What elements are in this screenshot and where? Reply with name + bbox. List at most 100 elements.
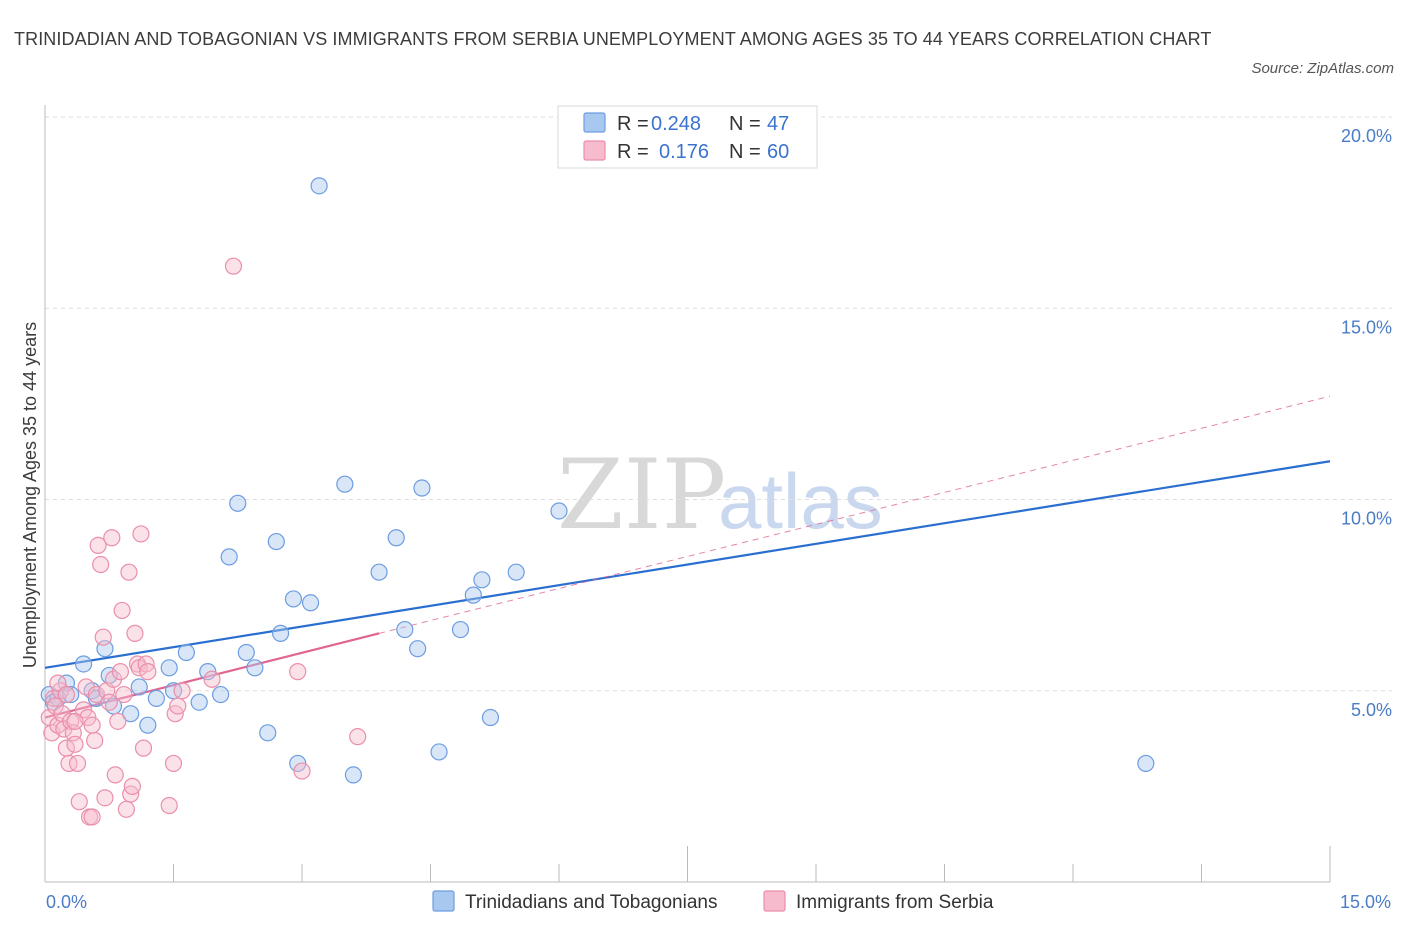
point-series2 [103, 529, 121, 547]
y-tick-label: 20.0% [1341, 126, 1392, 146]
point-series2 [123, 777, 141, 795]
point-series2 [57, 685, 76, 704]
legend-swatch-series1 [583, 112, 606, 133]
point-series2 [66, 735, 84, 753]
point-series2 [139, 663, 157, 681]
legend-swatch-series2 [583, 140, 606, 161]
point-series1 [473, 571, 491, 589]
legend-n-label-2: N = [729, 141, 761, 163]
point-series2 [160, 796, 178, 815]
point-series2 [83, 716, 101, 734]
trend-line-series1 [44, 460, 1331, 669]
chart-title: TRINIDADIAN AND TOBAGONIAN VS IMMIGRANTS… [14, 29, 1212, 49]
point-series2 [68, 754, 87, 773]
point-series2 [83, 808, 101, 826]
point-series1 [177, 643, 195, 662]
point-series1 [301, 594, 320, 612]
legend-r-value-1: 0.248 [651, 113, 701, 135]
y-tick-label: 15.0% [1341, 317, 1392, 337]
grid-lines [45, 116, 1392, 692]
source-label: Source: ZipAtlas.com [1251, 60, 1394, 77]
point-series1 [413, 479, 431, 497]
point-series1 [237, 643, 255, 662]
point-series2 [203, 670, 221, 688]
point-series1 [409, 640, 427, 658]
point-series1 [464, 586, 482, 604]
watermark-zip: ZIP [557, 439, 726, 551]
point-series2 [70, 793, 88, 811]
axes [44, 105, 1331, 883]
bottom-legend-label-series2: Immigrants from Serbia [796, 892, 994, 913]
point-series2 [169, 697, 187, 715]
point-series2 [349, 728, 367, 746]
y-tick-label: 10.0% [1341, 509, 1392, 529]
y-tick-label: 5.0% [1351, 700, 1392, 720]
legend-n-value-2: 60 [767, 141, 789, 163]
point-series2 [92, 555, 110, 574]
x-tick-label-max: 15.0% [1340, 892, 1391, 912]
point-series1 [1137, 754, 1155, 773]
point-series1 [336, 475, 354, 493]
bottom-legend-swatch-series1 [432, 890, 455, 912]
point-series2 [87, 685, 106, 704]
point-series2 [94, 628, 112, 646]
legend-r-label-1: R = [617, 113, 649, 135]
point-series1 [481, 708, 500, 727]
point-series2 [86, 731, 104, 750]
legend-r-value-2: 0.176 [659, 141, 709, 163]
point-series1 [396, 620, 414, 639]
trend-line-series2 [44, 632, 380, 719]
x-tick-label-min: 0.0% [46, 892, 87, 912]
point-series1 [550, 502, 568, 520]
point-series2 [293, 762, 311, 780]
point-series1 [430, 743, 448, 761]
y-tick-labels: 5.0% 10.0% 15.0% 20.0% [1341, 126, 1392, 720]
point-series2 [289, 663, 307, 681]
legend-n-label-1: N = [729, 113, 761, 135]
point-series1 [74, 655, 93, 673]
series-legend: Trinidadians and Tobagonians Immigrants … [432, 890, 994, 913]
point-series2 [109, 712, 127, 730]
point-series1 [344, 766, 362, 784]
point-series2 [111, 663, 129, 681]
point-series2 [100, 693, 118, 711]
point-series1 [370, 563, 388, 581]
point-series1 [212, 685, 230, 704]
point-series1 [122, 705, 140, 723]
watermark-atlas: atlas [718, 457, 883, 545]
point-series1 [387, 529, 405, 547]
point-series2 [164, 754, 183, 773]
point-series1 [147, 689, 165, 708]
point-series1 [259, 724, 277, 742]
point-series2 [126, 624, 144, 642]
point-series1 [246, 659, 264, 677]
stats-legend: R = 0.248 N = 47 R = 0.176 N = 60 [557, 105, 818, 169]
legend-r-label-2: R = [617, 141, 649, 163]
point-series1 [190, 693, 208, 711]
point-series2 [96, 789, 114, 807]
point-series1 [267, 532, 285, 551]
point-series2 [224, 257, 243, 275]
point-series1 [507, 563, 525, 581]
point-series2 [120, 563, 138, 581]
point-series2 [117, 800, 135, 818]
point-series2 [113, 601, 131, 620]
point-series1 [451, 620, 470, 639]
point-series1 [229, 494, 247, 512]
point-series1 [310, 177, 328, 195]
point-series2 [106, 766, 124, 784]
y-axis-label: Unemployment Among Ages 35 to 44 years [20, 322, 40, 668]
point-series1 [160, 659, 178, 677]
point-series2 [173, 682, 191, 700]
data-points [40, 177, 1155, 826]
point-series2 [115, 685, 133, 704]
trend-extension-series2 [378, 395, 1331, 634]
point-series1 [220, 548, 238, 566]
point-series2 [66, 712, 84, 730]
bottom-legend-label-series1: Trinidadians and Tobagonians [465, 892, 717, 913]
point-series1 [271, 624, 290, 642]
point-series1 [62, 685, 80, 704]
point-series1 [139, 716, 157, 734]
legend-n-value-1: 47 [767, 113, 789, 135]
